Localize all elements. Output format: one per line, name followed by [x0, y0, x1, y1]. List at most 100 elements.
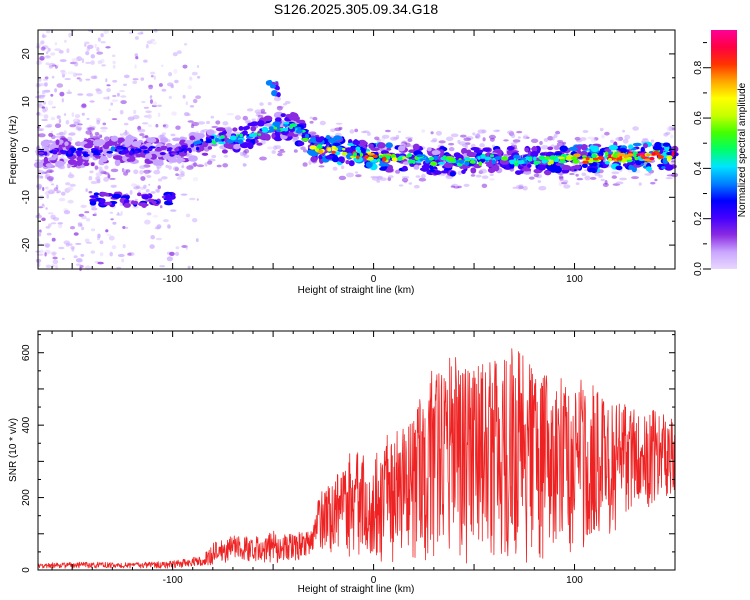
- heatmap-cell: [449, 171, 456, 177]
- heatmap-cell: [489, 154, 495, 158]
- heatmap-cell: [39, 83, 44, 87]
- heatmap-cell: [538, 185, 547, 191]
- heatmap-cell: [123, 146, 127, 150]
- heatmap-cell: [93, 139, 103, 147]
- heatmap-cell: [47, 100, 54, 106]
- heatmap-cell: [42, 108, 47, 113]
- heatmap-cell: [309, 116, 313, 119]
- heatmap-cell: [332, 166, 338, 171]
- heatmap-cell: [273, 96, 281, 102]
- heatmap-cell: [44, 76, 49, 80]
- heatmap-cell: [212, 140, 217, 145]
- heatmap-cell: [331, 150, 336, 154]
- heatmap-cell: [63, 210, 71, 215]
- heatmap-cell: [385, 129, 391, 133]
- heatmap-cell: [112, 79, 118, 83]
- heatmap-cell: [557, 156, 565, 159]
- heatmap-cell: [334, 127, 342, 132]
- heatmap-cell: [75, 126, 83, 131]
- heatmap-cell: [82, 153, 90, 157]
- heatmap-cell: [66, 91, 73, 95]
- heatmap-cell: [155, 123, 159, 128]
- heatmap-cell: [83, 162, 90, 167]
- heatmap-cell: [544, 170, 552, 176]
- heatmap-cell: [302, 162, 308, 167]
- heatmap-cell: [148, 84, 154, 90]
- heatmap-cell: [68, 32, 72, 38]
- heatmap-cell: [120, 100, 127, 105]
- heatmap-cell: [43, 114, 49, 119]
- heatmap-cell: [126, 158, 132, 163]
- y-tick-label: 600: [21, 344, 32, 361]
- heatmap-cell: [149, 71, 156, 75]
- heatmap-cell: [584, 175, 591, 181]
- heatmap-cell: [223, 142, 229, 148]
- heatmap-cell: [141, 192, 148, 195]
- heatmap-cell: [587, 167, 597, 172]
- heatmap-cell: [195, 238, 199, 243]
- heatmap-cell: [66, 48, 70, 53]
- y-tick-label: 20: [21, 48, 32, 60]
- heatmap-cell: [397, 156, 403, 161]
- heatmap-cell: [90, 75, 97, 80]
- heatmap-cell: [176, 157, 182, 164]
- heatmap-cell: [481, 175, 489, 179]
- heatmap-cell: [79, 56, 82, 59]
- heatmap-cell: [58, 223, 63, 229]
- heatmap-cell: [413, 164, 420, 170]
- heatmap-cell: [144, 219, 151, 225]
- heatmap-cell: [110, 102, 114, 106]
- heatmap-cell: [195, 95, 202, 99]
- heatmap-cell: [354, 171, 359, 174]
- heatmap-cell: [125, 199, 130, 203]
- heatmap-cell: [582, 155, 587, 158]
- heatmap-cell: [572, 159, 580, 164]
- heatmap-cell: [88, 161, 92, 164]
- heatmap-cell: [387, 164, 393, 171]
- heatmap-cell: [432, 138, 438, 142]
- heatmap-cell: [168, 165, 172, 170]
- heatmap-cell: [233, 131, 242, 135]
- heatmap-cell: [104, 165, 109, 170]
- heatmap-cell: [140, 77, 145, 81]
- heatmap-cell: [482, 147, 491, 152]
- heatmap-cell: [316, 144, 323, 150]
- heatmap-cell: [661, 166, 666, 170]
- heatmap-cell: [139, 133, 145, 137]
- heatmap-cell: [580, 150, 588, 157]
- heatmap-cell: [590, 176, 597, 180]
- heatmap-cell: [80, 224, 83, 227]
- heatmap-cell: [189, 135, 196, 141]
- heatmap-cell: [42, 90, 46, 95]
- heatmap-cell: [598, 164, 604, 168]
- heatmap-cell: [473, 149, 484, 154]
- heatmap-cell: [559, 146, 568, 152]
- heatmap-cell: [280, 113, 286, 118]
- heatmap-cell: [169, 251, 175, 256]
- heatmap-cell: [402, 156, 406, 159]
- heatmap-cell: [611, 175, 617, 179]
- heatmap-cell: [218, 141, 226, 145]
- heatmap-cell: [318, 165, 325, 168]
- heatmap-cell: [616, 152, 623, 156]
- heatmap-cell: [111, 118, 118, 121]
- heatmap-cell: [489, 173, 494, 176]
- heatmap-cell: [110, 146, 116, 152]
- heatmap-cell: [71, 149, 75, 154]
- heatmap-cell: [332, 142, 341, 147]
- heatmap-cell: [634, 156, 639, 161]
- heatmap-cell: [481, 183, 488, 188]
- heatmap-cell: [50, 52, 56, 56]
- heatmap-cell: [623, 163, 628, 167]
- heatmap-cell: [408, 159, 414, 164]
- heatmap-cell: [601, 134, 605, 139]
- heatmap-cell: [152, 41, 157, 45]
- heatmap-cell: [582, 160, 590, 164]
- heatmap-cell: [60, 150, 67, 155]
- heatmap-cell: [604, 160, 610, 165]
- heatmap-cell: [50, 116, 56, 121]
- heatmap-cell: [132, 114, 140, 120]
- heatmap-cell: [105, 78, 108, 83]
- heatmap-cell: [115, 213, 123, 216]
- heatmap-cell: [58, 118, 62, 124]
